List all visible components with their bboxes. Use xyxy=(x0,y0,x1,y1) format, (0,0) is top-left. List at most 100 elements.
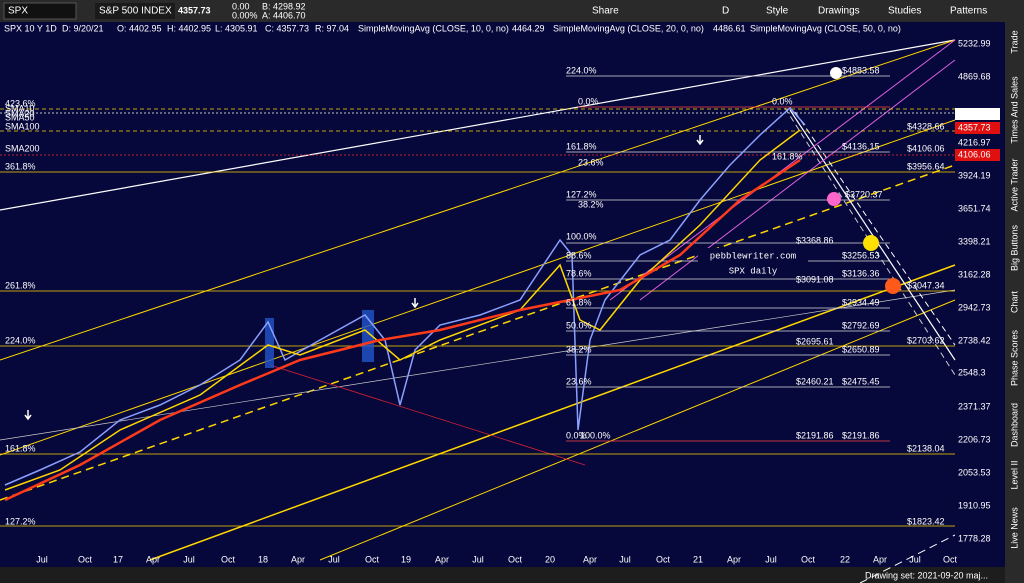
symbol-box[interactable] xyxy=(3,2,77,20)
fib-price-label: $2934.49 xyxy=(842,297,880,307)
info-item: SPX 10 Y 1D xyxy=(4,23,57,33)
channel-line xyxy=(319,299,956,561)
status-bar xyxy=(0,567,1005,583)
info-item: C: 4357.73 xyxy=(265,23,309,33)
time-axis-label: Oct xyxy=(365,554,380,564)
price-axis-label: 4216.97 xyxy=(958,137,991,147)
toolbar-button[interactable]: Studies xyxy=(888,6,921,17)
price-axis-label: 2942.73 xyxy=(958,302,991,312)
trend-line xyxy=(0,289,956,441)
fib-label: 0.0% xyxy=(772,96,793,106)
change: 0.00 xyxy=(232,1,250,11)
drawings xyxy=(0,39,956,583)
change-pct: 0.00% xyxy=(232,10,258,20)
channel-line xyxy=(0,39,956,361)
highlight-box xyxy=(265,318,274,368)
moving-average xyxy=(4,158,801,502)
side-tab[interactable]: Active Trader xyxy=(1009,158,1019,211)
info-item: 4486.61 xyxy=(713,23,746,33)
fib-price-label: $3720.37 xyxy=(845,189,883,199)
time-axis-label: Jul xyxy=(328,554,340,564)
fib-label: 38.2% xyxy=(578,199,604,209)
price-axis-label: 2053.53 xyxy=(958,467,991,477)
level-label: 361.8% xyxy=(5,161,36,171)
price-axis-label: 4486.61 xyxy=(958,108,991,118)
moving-average xyxy=(4,129,801,491)
side-panel xyxy=(1005,22,1024,583)
info-item: O: 4402.95 xyxy=(117,23,162,33)
side-tab[interactable]: Chart xyxy=(1009,291,1019,314)
price-line xyxy=(4,106,806,486)
fib-price-label: $2650.89 xyxy=(842,344,880,354)
toolbar-button[interactable]: Patterns xyxy=(950,6,987,17)
fib-price-label: $3256.53 xyxy=(842,250,880,260)
price-tag xyxy=(955,149,1000,161)
time-axis-label: 19 xyxy=(401,554,411,564)
side-tab[interactable]: Phase Scores xyxy=(1009,329,1019,386)
arrow xyxy=(24,135,704,421)
info-item: 4464.29 xyxy=(512,23,545,33)
price-axis-label: 3162.28 xyxy=(958,269,991,279)
level-price-label: $4328.66 xyxy=(907,121,945,131)
time-axis-label: Jul xyxy=(765,554,777,564)
side-tab[interactable]: Dashboard xyxy=(1009,403,1019,447)
info-item: SimpleMovingAvg (CLOSE, 20, 0, no) xyxy=(553,23,704,33)
time-axis-label: Jul xyxy=(909,554,921,564)
ask: A: 4406.70 xyxy=(262,10,306,20)
description: S&P 500 INDEX xyxy=(99,6,172,17)
info-item: L: 4305.91 xyxy=(215,23,258,33)
side-tab[interactable]: Times And Sales xyxy=(1009,76,1019,144)
level-label: SMA10 xyxy=(5,103,35,113)
time-axis-label: Apr xyxy=(727,554,741,564)
level-label: 423.6% xyxy=(5,98,36,108)
price-axis-label: 3398.21 xyxy=(958,236,991,246)
level-label: SMA50 xyxy=(5,112,35,122)
side-tab[interactable]: Big Buttons xyxy=(1009,224,1019,271)
trend-line xyxy=(859,534,956,583)
marker xyxy=(827,192,841,206)
fib-label: 23.6% xyxy=(578,157,604,167)
time-axis-label: 21 xyxy=(693,554,703,564)
last-price: 4357.73 xyxy=(178,5,211,15)
level-price-label: $2138.04 xyxy=(907,443,945,453)
time-axis-label: Oct xyxy=(221,554,236,564)
fib-label: 61.8% xyxy=(566,297,592,307)
watermark-box xyxy=(698,248,808,278)
fib-label: 100.0% xyxy=(580,430,611,440)
channel-line xyxy=(0,119,956,456)
fib-price-label: $2475.45 xyxy=(842,376,880,386)
price-axis-label: 1778.28 xyxy=(958,533,991,543)
trend-line xyxy=(269,364,586,466)
info-item: SimpleMovingAvg (CLOSE, 50, 0, no) xyxy=(750,23,901,33)
time-axis-label: Jul xyxy=(619,554,631,564)
time-axis-label: Apr xyxy=(435,554,449,564)
time-axis-label: Oct xyxy=(801,554,816,564)
side-tab[interactable]: Trade xyxy=(1009,30,1019,53)
fib-price-label: $2191.86 xyxy=(796,430,834,440)
info-item: H: 4402.95 xyxy=(167,23,211,33)
trend-line xyxy=(639,59,956,301)
time-axis-label: 18 xyxy=(258,554,268,564)
side-tab[interactable]: Live News xyxy=(1009,507,1019,549)
level-price-label: $3047.34 xyxy=(907,280,945,290)
time-axis-label: Oct xyxy=(78,554,93,564)
toolbar-button[interactable]: D xyxy=(722,6,729,17)
marker xyxy=(863,235,879,251)
price-axis-label: 4869.68 xyxy=(958,71,991,81)
description-box xyxy=(95,3,175,19)
footer: Drawing set: 2021-09-20 maj... xyxy=(865,570,988,580)
toolbar-button[interactable]: Drawings xyxy=(818,6,860,17)
side-tab[interactable]: Level II xyxy=(1009,460,1019,489)
price-axis-label: 3651.74 xyxy=(958,203,991,213)
price-tag xyxy=(955,108,1000,120)
price-axis-label: 2738.42 xyxy=(958,335,991,345)
bid: B: 4298.92 xyxy=(262,1,306,11)
toolbar-button[interactable]: Style xyxy=(766,6,789,17)
toolbar-button[interactable]: Share xyxy=(592,6,619,17)
time-axis-label: 20 xyxy=(545,554,555,564)
fib-label: 78.6% xyxy=(566,268,592,278)
fib-label: 224.0% xyxy=(566,65,597,75)
price-axis-label: 5232.99 xyxy=(958,38,991,48)
